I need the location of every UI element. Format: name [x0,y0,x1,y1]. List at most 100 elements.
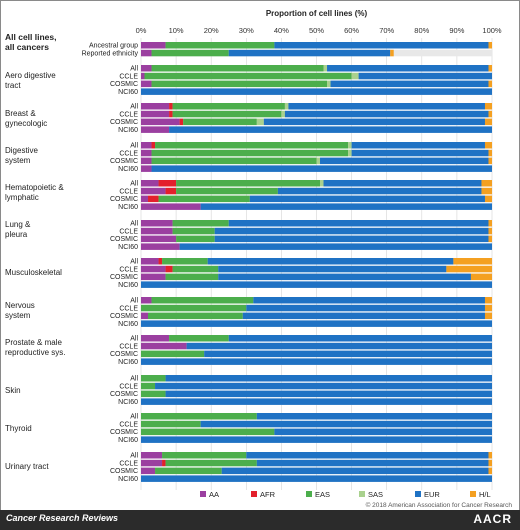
x-tick-label: 30% [239,26,254,35]
bar-segment-hl [484,142,492,149]
bar-segment-aa [141,235,177,243]
bar-segment-hl [446,265,492,273]
legend-label: SAS [368,490,383,499]
bar-segment-eur [358,72,492,80]
bar-label: CCLE [119,383,138,390]
bar-label: CCLE [119,111,138,118]
group-label: lymphatic [5,193,39,202]
bar-segment-eur [141,475,492,482]
bar-label: CCLE [119,73,138,80]
bar-segment-eas [176,187,278,195]
bar-label: All [130,414,138,421]
bar-segment-eur [253,297,485,304]
bar-label: NCI60 [118,89,138,96]
bar-segment-hl [488,220,492,227]
bar-segment-afr [169,103,173,110]
bar-segment-afr [169,110,173,118]
bar-segment-eas [141,390,166,398]
legend-label: H/L [479,490,491,499]
bar-segment-eur [141,281,492,288]
bar-label: CCLE [119,460,138,467]
bar-segment-eur [169,126,492,133]
bar-label: COSMIC [110,236,138,243]
bar-segment-hl [484,312,492,320]
bar-segment-eas [151,297,254,304]
bar-segment-hl [488,149,492,157]
bar-segment-eur [186,342,492,350]
group-label: Breast & [5,109,36,118]
bar-label: COSMIC [110,391,138,398]
bar-segment-eur [351,149,489,157]
bar-segment-aa [141,103,170,110]
bar-segment-eur [204,350,492,358]
bar-segment-eas [141,350,205,358]
bar-label: COSMIC [110,313,138,320]
bar-segment-hl [488,157,492,165]
bar-segment-eas [176,180,321,187]
bar-segment-eur [141,88,492,95]
bar-segment-eur [218,273,471,281]
bar-segment-eas [162,452,247,459]
bar-segment-eur [228,335,492,342]
bar-segment-aa [141,80,152,88]
bar-segment-hl [488,80,492,88]
legend-label: AFR [260,490,276,499]
group-label: Aero digestive [5,71,56,80]
bar-segment-aa [141,72,145,80]
bar-label: CCLE [119,421,138,428]
bar-segment-aa [141,180,159,187]
bar-segment-hl [484,118,492,126]
bar-segment-hl [488,110,492,118]
bar-segment-afr [148,195,159,203]
bar-segment-eur [246,304,485,312]
bar-segment-aa [141,227,173,235]
x-tick-label: 10% [169,26,184,35]
bar-label: COSMIC [110,468,138,475]
bar-segment-aa [141,243,180,250]
bar-segment-aa [141,342,187,350]
group-label: Urinary tract [5,462,49,471]
bar-label: NCI60 [118,476,138,483]
bar-segment-eas [151,149,349,157]
bar-segment-eas [141,304,247,312]
bar-segment-aa [141,265,166,273]
bar-segment-afr [158,258,163,265]
bar-segment-aa [141,126,170,133]
bar-label: All [130,104,138,111]
bar-segment-eur [274,428,492,436]
bar-segment-hl [481,187,492,195]
bar-label: NCI60 [118,127,138,134]
bar-segment-eas [169,335,229,342]
group-label: Lung & [5,220,31,229]
bar-segment-afr [162,459,166,467]
bar-segment-aa [141,203,201,210]
bar-segment-hl [488,452,492,459]
bar-label: NCI60 [118,282,138,289]
bar-segment-hl [488,65,492,72]
bar-label: CCLE [119,343,138,350]
group-label: Digestive [5,146,38,155]
bar-segment-eas [141,428,275,436]
bar-segment-eur [263,118,485,126]
bar-segment-sas [323,65,328,72]
bar-segment-aa [141,149,152,157]
bar-segment-sas [320,180,324,187]
bar-label: All [130,453,138,460]
bar-segment-aa [141,195,149,203]
bar-segment-hl [481,180,492,187]
bar-segment-aa [141,42,166,49]
legend-swatch [251,491,257,497]
bar-segment-afr [151,142,156,149]
bar-segment-eur [351,142,485,149]
group-label: All cell lines, [5,32,57,42]
bar-segment-aa [141,49,152,57]
bar-segment-eur [249,195,485,203]
bar-segment-hl [484,195,492,203]
bar-segment-sas [256,118,264,126]
bar-segment-eas [165,459,257,467]
bar-segment-hl [488,459,492,467]
bar-segment-eas [155,142,349,149]
bar-segment-aa [141,165,152,172]
aacr-logo: AACR [473,512,512,526]
bar-segment-eur [327,65,489,72]
